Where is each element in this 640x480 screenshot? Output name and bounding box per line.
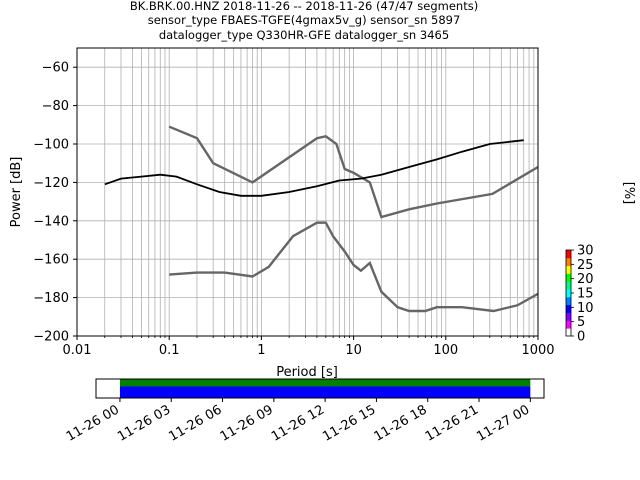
y-tick-label: −180 (33, 291, 69, 306)
mode-curve (104, 139, 524, 197)
y-tick-label: −160 (33, 253, 69, 268)
coverage-tick-label: 11-26 15 (320, 402, 378, 444)
colorbar-swatch (566, 328, 571, 337)
figure-title-line-3: datalogger_type Q330HR-GFE datalogger_sn… (159, 28, 449, 42)
colorbar-tick-label: 5 (577, 315, 585, 330)
colorbar-swatch (566, 296, 571, 306)
plot-grid (76, 48, 538, 337)
colorbar-swatch (566, 304, 571, 313)
coverage-tick-label: 11-26 00 (64, 402, 122, 444)
colorbar-tick-label: 15 (577, 287, 594, 302)
coverage-tick-label: 11-27 00 (474, 402, 532, 444)
coverage-tick-label: 11-26 03 (115, 402, 173, 444)
coverage-segment-bar-top (119, 379, 531, 387)
y-tick-label: −60 (42, 61, 69, 76)
coverage-segment-bar (119, 386, 531, 398)
x-tick-label: 1000 (521, 343, 554, 358)
y-tick-label: −200 (33, 330, 69, 345)
colorbar-swatch (566, 281, 571, 290)
y-axis-label: Power [dB] (9, 157, 24, 228)
figure-title-line-2: sensor_type FBAES-TGFE(4gmax5v_g) sensor… (148, 13, 461, 27)
colorbar-swatch (566, 273, 571, 282)
x-tick-label: 10 (345, 343, 362, 358)
colorbar-tick-label: 25 (577, 258, 594, 273)
x-tick-label: 1 (257, 343, 265, 358)
colorbar-swatch (566, 265, 571, 274)
coverage-tick-label: 11-26 12 (269, 402, 327, 444)
plot-frame (76, 47, 539, 337)
y-tick-label: −100 (33, 138, 69, 153)
noise-model-lines (168, 125, 538, 313)
colorbar-swatch (566, 250, 571, 259)
figure-title-line-1: BK.BRK.00.HNZ 2018-11-26 -- 2018-11-26 (… (130, 0, 478, 13)
y-tick-label: −120 (33, 176, 69, 191)
colorbar-tick-label: 20 (577, 272, 594, 287)
low-noise-model-line (169, 221, 538, 313)
colorbar-swatch (566, 312, 571, 321)
high-noise-model-line (168, 125, 538, 219)
y-tick-label: −80 (42, 99, 69, 114)
coverage-tick-label: 11-26 18 (372, 402, 430, 444)
x-axis-ticks: 0.01 0.1 1 10 100 1000 (63, 336, 555, 358)
coverage-tick-label: 11-26 09 (218, 402, 276, 444)
colorbar-tick-label: 0 (577, 330, 585, 345)
x-axis-label: Period [s] (276, 365, 338, 380)
y-tick-label: −140 (33, 214, 69, 229)
coverage-tick-label: 11-26 21 (423, 402, 481, 444)
colorbar-label: [%] (621, 182, 636, 205)
colorbar-swatch (566, 320, 571, 329)
x-tick-label: 0.01 (63, 343, 92, 358)
coverage-tick-label: 11-26 06 (166, 402, 224, 444)
colorbar-swatch (566, 289, 571, 298)
y-axis-ticks: −60 −80 −100 −120 −140 −160 −180 −200 (33, 61, 77, 345)
mode-line (104, 139, 524, 197)
colorbar-tick-label: 10 (577, 301, 594, 316)
colorbar-swatch (566, 257, 571, 267)
colorbar-tick-label: 30 (577, 244, 594, 259)
x-tick-label: 100 (433, 343, 458, 358)
x-tick-label: 0.1 (159, 343, 180, 358)
